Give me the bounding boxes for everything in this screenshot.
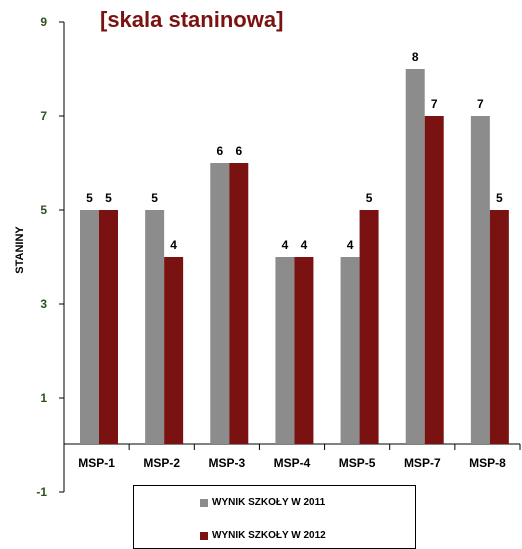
x-tick-label: MSP-1 bbox=[78, 456, 115, 470]
data-label: 7 bbox=[477, 97, 484, 111]
data-label: 4 bbox=[282, 238, 289, 252]
y-tick-label: 7 bbox=[40, 109, 47, 123]
legend-label-2012: WYNIK SZKOŁY W 2012 bbox=[212, 530, 326, 541]
data-label: 4 bbox=[347, 238, 354, 252]
x-tick-label: MSP-4 bbox=[274, 456, 311, 470]
y-tick-label: 9 bbox=[40, 15, 47, 29]
y-tick-label: 1 bbox=[40, 391, 47, 405]
bar-2011 bbox=[275, 257, 295, 444]
bar-2012 bbox=[489, 210, 509, 444]
bar-2011 bbox=[405, 69, 425, 444]
chart-title: [skala staninowa] bbox=[100, 7, 283, 32]
x-tick-label: MSP-3 bbox=[209, 456, 246, 470]
data-label: 6 bbox=[216, 144, 223, 158]
data-label: 5 bbox=[366, 191, 373, 205]
data-label: 8 bbox=[412, 50, 419, 64]
data-label: 4 bbox=[301, 238, 308, 252]
bar-2012 bbox=[99, 210, 118, 444]
x-tick-label: MSP-7 bbox=[404, 456, 441, 470]
bar-2012 bbox=[164, 257, 184, 444]
bar-2012 bbox=[294, 257, 314, 444]
y-tick-label: 3 bbox=[40, 297, 47, 311]
y-tick-label: 5 bbox=[40, 203, 47, 217]
bar-2011 bbox=[80, 210, 99, 444]
plot-area: 9 7 5 3 1 -1 MSP-1 MSP-2 MSP-3 MSP-4 MSP-5 MSP-7 MSP… bbox=[36, 15, 521, 499]
legend-item-2011: WYNIK SZKOŁY W 2011 bbox=[200, 497, 325, 508]
bar-2011 bbox=[340, 257, 360, 444]
bar-2012 bbox=[229, 163, 249, 444]
data-label: 6 bbox=[235, 144, 242, 158]
y-axis-title: STANINY bbox=[14, 226, 26, 274]
legend: WYNIK SZKOŁY W 2011 WYNIK SZKOŁY W 2012 bbox=[133, 485, 416, 549]
x-tick-label: MSP-5 bbox=[339, 456, 376, 470]
x-tick-label: MSP-2 bbox=[143, 456, 180, 470]
bar-2012 bbox=[424, 116, 444, 444]
legend-label-2011: WYNIK SZKOŁY W 2011 bbox=[212, 497, 326, 508]
y-tick-label: -1 bbox=[36, 485, 47, 499]
bar-2011 bbox=[470, 116, 490, 444]
data-label: 5 bbox=[105, 191, 112, 205]
bar-2011 bbox=[145, 210, 165, 444]
bar-2011 bbox=[210, 163, 230, 444]
legend-swatch-2011 bbox=[200, 498, 208, 507]
data-label: 5 bbox=[86, 191, 93, 205]
data-label: 7 bbox=[431, 97, 438, 111]
data-label: 5 bbox=[151, 191, 158, 205]
x-tick-label: MSP-8 bbox=[469, 456, 506, 470]
legend-item-2012: WYNIK SZKOŁY W 2012 bbox=[200, 530, 326, 541]
data-label: 4 bbox=[170, 238, 177, 252]
data-label: 5 bbox=[496, 191, 503, 205]
bar-2012 bbox=[359, 210, 379, 444]
legend-swatch-2012 bbox=[200, 531, 208, 540]
